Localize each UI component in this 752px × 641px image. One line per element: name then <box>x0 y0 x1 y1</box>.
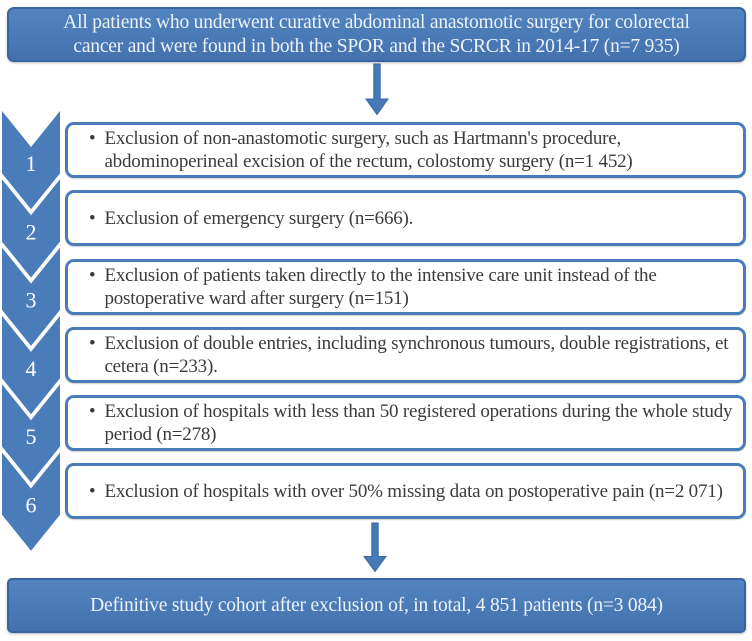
bullet-icon: • <box>89 480 96 502</box>
exclusion-text-6: Exclusion of hospitals with over 50% mis… <box>104 480 723 502</box>
exclusion-text-5: Exclusion of hospitals with less than 50… <box>104 401 733 445</box>
step-number-3: 3 <box>26 288 37 313</box>
step-chevron-1: 1 <box>2 111 60 210</box>
step-chevron-4: 4 <box>2 315 60 415</box>
step-chevron-6: 6 <box>2 452 60 551</box>
step-number-6: 6 <box>26 493 37 518</box>
exclusion-text-1: Exclusion of non-anastomotic surgery, su… <box>104 128 633 172</box>
exclusion-box-6: • Exclusion of hospitals with over 50% m… <box>65 463 746 519</box>
step-chevron-3: 3 <box>2 247 60 346</box>
exclusion-box-3: • Exclusion of patients taken directly t… <box>65 259 746 315</box>
bullet-icon: • <box>89 401 96 422</box>
arrow-down-icon <box>363 522 387 573</box>
exclusion-text-2: Exclusion of emergency surgery (n=666). <box>104 207 414 229</box>
exclusion-text-4: Exclusion of double entries, including s… <box>104 333 729 377</box>
bullet-icon: • <box>89 207 96 229</box>
top-cohort-box: All patients who underwent curative abdo… <box>7 7 746 62</box>
step-number-5: 5 <box>26 424 37 449</box>
exclusion-box-2: • Exclusion of emergency surgery (n=666)… <box>65 190 746 246</box>
exclusion-box-1: • Exclusion of non-anastomotic surgery, … <box>65 122 746 178</box>
step-chevron-5: 5 <box>2 384 60 483</box>
bullet-icon: • <box>89 333 96 354</box>
top-cohort-line1: All patients who underwent curative abdo… <box>63 11 690 33</box>
definitive-cohort-box: Definitive study cohort after exclusion … <box>7 578 746 633</box>
step-number-1: 1 <box>26 151 37 176</box>
exclusion-text-3: Exclusion of patients taken directly to … <box>104 265 657 309</box>
step-chevron-column: 1 2 3 4 5 6 <box>2 111 60 551</box>
arrow-down-icon <box>365 63 389 116</box>
step-chevron-2: 2 <box>2 179 60 278</box>
exclusion-box-4: • Exclusion of double entries, including… <box>65 327 746 383</box>
step-number-4: 4 <box>26 356 37 381</box>
exclusion-box-5: • Exclusion of hospitals with less than … <box>65 395 746 451</box>
bullet-icon: • <box>89 265 96 286</box>
top-cohort-line2: cancer and were found in both the SPOR a… <box>73 35 680 57</box>
definitive-cohort-text: Definitive study cohort after exclusion … <box>90 594 663 616</box>
step-number-2: 2 <box>26 219 37 244</box>
bullet-icon: • <box>89 128 96 149</box>
